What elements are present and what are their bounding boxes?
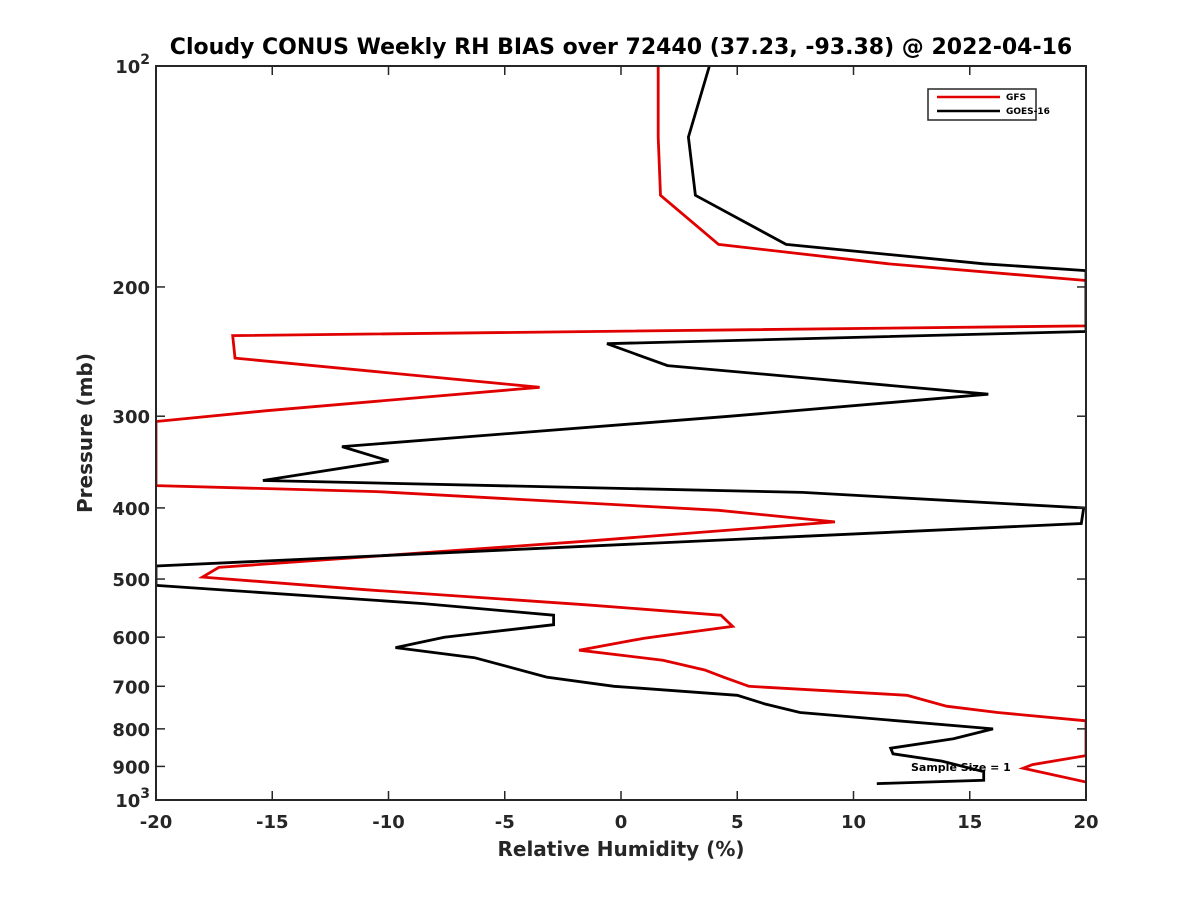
x-tick-label: 0 bbox=[615, 812, 628, 833]
x-tick-label: -10 bbox=[372, 812, 405, 833]
y-axis-label: Pressure (mb) bbox=[73, 353, 97, 513]
x-tick-label: -20 bbox=[140, 812, 173, 833]
y-tick-label: 103 bbox=[115, 786, 150, 812]
y-tick-label: 600 bbox=[112, 628, 150, 649]
legend-label-gfs: GFS bbox=[1006, 93, 1026, 103]
legend-box bbox=[927, 88, 1037, 121]
y-tick-label: 900 bbox=[112, 757, 150, 778]
x-tick-label: -5 bbox=[495, 812, 515, 833]
y-tick-label: 400 bbox=[112, 499, 150, 520]
y-axis-ticks: 102 200 300 400 500 600 700 800 900 103 bbox=[112, 52, 1086, 812]
x-tick-label: 5 bbox=[731, 812, 744, 833]
x-axis-label: Relative Humidity (%) bbox=[497, 837, 744, 861]
legend: GFS GOES-16 bbox=[927, 88, 1050, 121]
y-tick-label: 800 bbox=[112, 720, 150, 741]
y-tick-label: 200 bbox=[112, 278, 150, 299]
y-tick-label: 102 bbox=[115, 52, 150, 78]
legend-label-goes16: GOES-16 bbox=[1006, 107, 1050, 117]
plot-frame bbox=[155, 65, 1087, 801]
y-tick-label: 700 bbox=[112, 677, 150, 698]
chart-title: Cloudy CONUS Weekly RH BIAS over 72440 (… bbox=[170, 35, 1072, 60]
series-layer bbox=[156, 66, 1086, 785]
series-line-goes16 bbox=[156, 66, 1086, 785]
x-axis-ticks: -20 -15 -10 -5 0 5 10 15 20 bbox=[140, 66, 1099, 833]
x-tick-label: 20 bbox=[1073, 812, 1098, 833]
sample-size-annotation: Sample Size = 1 bbox=[911, 761, 1011, 774]
x-tick-label: -15 bbox=[256, 812, 289, 833]
x-tick-label: 10 bbox=[841, 812, 866, 833]
x-tick-label: 15 bbox=[957, 812, 982, 833]
y-tick-label: 500 bbox=[112, 570, 150, 591]
y-tick-label: 300 bbox=[112, 407, 150, 428]
series-line-gfs bbox=[156, 66, 1086, 784]
